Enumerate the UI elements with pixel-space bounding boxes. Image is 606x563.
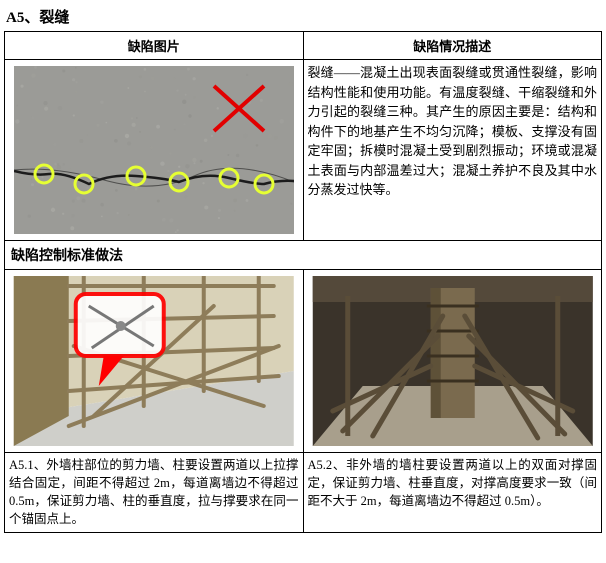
control-image-left — [5, 270, 304, 453]
header-desc-col: 缺陷情况描述 — [303, 32, 602, 60]
defect-description-cell: 裂缝——混凝土出现表面裂缝或贯通性裂缝，影响结构性能和使用功能。有温度裂缝、干缩… — [303, 60, 602, 241]
header-image-col: 缺陷图片 — [5, 32, 304, 60]
caption-right: A5.2、非外墙的墙柱要设置两道以上的双面对撑固定，保证剪力墙、柱垂直度，对撑高… — [303, 453, 602, 533]
caption-left: A5.1、外墙柱部位的剪力墙、柱要设置两道以上拉撑结合固定，间距不得超过 2m，… — [5, 453, 304, 533]
defect-table: 缺陷图片 缺陷情况描述 裂缝——混凝土出现表面裂缝或贯通性裂缝，影响结构性能和使… — [4, 31, 602, 533]
section-title: A5、裂缝 — [6, 6, 602, 27]
control-standard-label: 缺陷控制标准做法 — [5, 241, 602, 270]
defect-description: 裂缝——混凝土出现表面裂缝或贯通性裂缝，影响结构性能和使用功能。有温度裂缝、干缩… — [308, 63, 598, 200]
crack-illustration — [14, 66, 294, 234]
defect-image-cell — [5, 60, 304, 241]
control-image-right — [303, 270, 602, 453]
